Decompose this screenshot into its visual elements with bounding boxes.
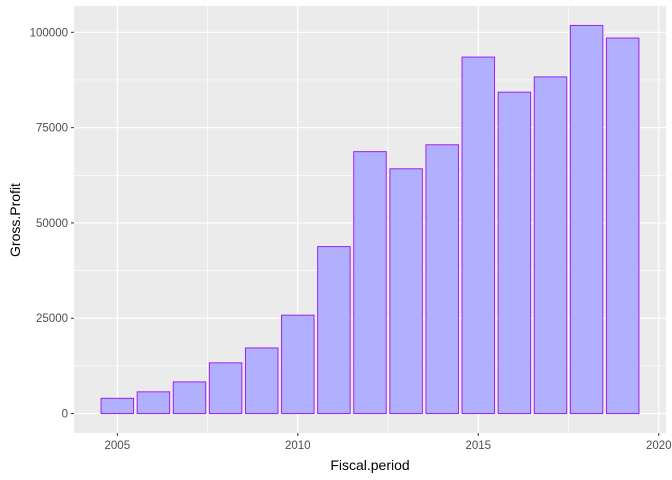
bar-2012 (353, 151, 387, 415)
y-axis-title: Gross.Profit (7, 183, 23, 257)
bar-2018 (569, 24, 604, 415)
y-tick-label: 25000 (36, 313, 68, 325)
x-axis-ticks: 2005 2010 2015 2020 (105, 433, 672, 452)
bar-2017 (533, 76, 568, 415)
bar-2013 (389, 168, 423, 415)
bar-2008 (208, 362, 243, 415)
bar-2006 (136, 391, 171, 415)
bar-2015 (461, 56, 496, 415)
y-tick-label: 100000 (30, 27, 68, 39)
bar-2009 (244, 347, 279, 415)
bar-2011 (317, 246, 351, 415)
bar-2016 (497, 91, 532, 415)
bar-2007 (172, 381, 207, 415)
x-tick-label: 2005 (105, 440, 131, 452)
bar-2010 (281, 314, 315, 415)
bar-2019 (605, 37, 640, 415)
x-tick-label: 2010 (285, 440, 311, 452)
y-tick-label: 0 (62, 409, 68, 421)
bar-2005 (100, 397, 135, 415)
x-axis-title: Fiscal.period (330, 457, 409, 473)
y-axis-ticks: 0 25000 50000 75000 100000 (30, 27, 74, 421)
x-tick-label: 2015 (465, 440, 491, 452)
y-tick-label: 50000 (36, 218, 68, 230)
y-tick-label: 75000 (36, 123, 68, 135)
x-tick-label: 2020 (646, 440, 672, 452)
bars (100, 24, 640, 415)
bar-2014 (425, 144, 459, 415)
